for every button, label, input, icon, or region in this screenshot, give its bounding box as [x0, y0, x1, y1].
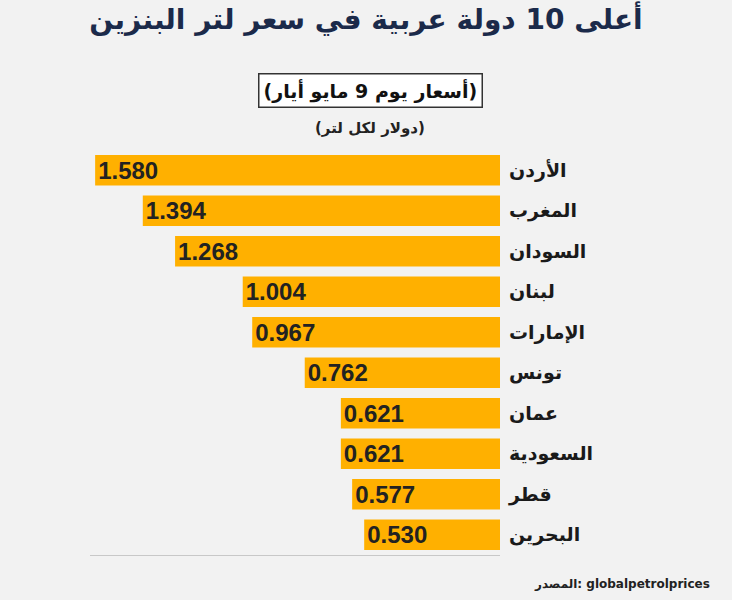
svg-text:تونس: تونس [509, 361, 562, 384]
svg-text:1.004: 1.004 [246, 278, 307, 305]
svg-text:0.577: 0.577 [355, 481, 415, 508]
svg-text:أعلى 10 دولة عربية في سعر لتر: أعلى 10 دولة عربية في سعر لتر البنزين [89, 1, 642, 36]
svg-text:لبنان: لبنان [509, 280, 555, 302]
svg-text:المغرب: المغرب [509, 199, 577, 222]
svg-text:0.967: 0.967 [255, 319, 315, 346]
svg-text:1.580: 1.580 [98, 157, 158, 184]
svg-text:المصدر: globalpetrolprices: المصدر: globalpetrolprices [534, 577, 710, 591]
svg-text:قطر: قطر [508, 483, 552, 506]
svg-text:عمان: عمان [509, 402, 558, 424]
svg-text:1.394: 1.394 [146, 197, 207, 224]
svg-text:0.621: 0.621 [344, 440, 404, 467]
svg-text:0.762: 0.762 [308, 359, 368, 386]
svg-text:السودان: السودان [509, 240, 586, 263]
svg-text:البحرين: البحرين [509, 523, 580, 546]
svg-text:(أسعار يوم 9 مايو أيار): (أسعار يوم 9 مايو أيار) [264, 79, 478, 103]
svg-text:(دولار لكل لتر): (دولار لكل لتر) [315, 119, 425, 137]
svg-text:الإمارات: الإمارات [509, 321, 585, 344]
svg-text:الأردن: الأردن [509, 159, 567, 182]
svg-text:السعودية: السعودية [509, 442, 593, 465]
svg-text:0.530: 0.530 [367, 521, 427, 548]
svg-text:1.268: 1.268 [178, 238, 238, 265]
svg-text:0.621: 0.621 [344, 400, 404, 427]
